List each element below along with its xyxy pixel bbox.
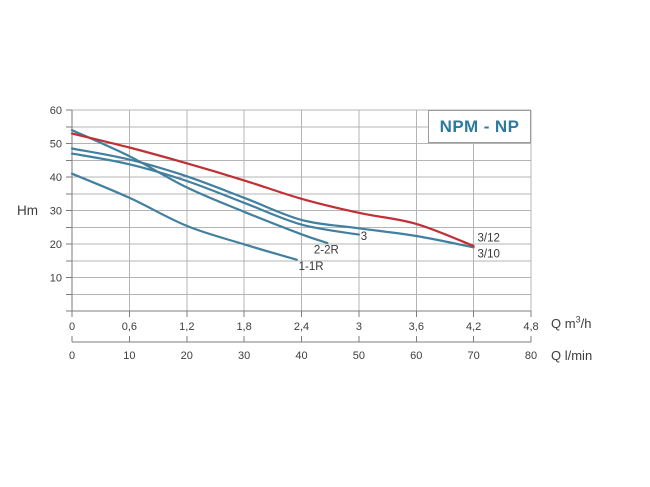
x-axis-lmin-tick-label: 80: [525, 350, 537, 362]
x-axis-m3h-tick-label: 0,6: [122, 321, 137, 333]
x-axis-m3h-tick-label: 3: [356, 321, 362, 333]
curve-1-1R: [70, 172, 298, 261]
curve-label-1-1R: 1-1R: [299, 261, 324, 273]
y-axis-tick-label: 20: [50, 239, 62, 251]
chart-title: NPM - NP: [439, 116, 520, 136]
x-axis-m3h-tick-label: 2,4: [294, 321, 309, 333]
x-axis-lmin-tick-label: 50: [353, 350, 365, 362]
x-axis-lmin-tick-label: 20: [181, 350, 193, 362]
x-axis-lmin-tick-label: 60: [410, 350, 422, 362]
x-axis-m3h-tick-label: 0: [69, 321, 75, 333]
x-axis-lmin-tick-label: 30: [238, 350, 250, 362]
y-axis-tick-label: 60: [50, 105, 62, 117]
curve-3: [70, 152, 360, 236]
x-axis-lmin-tick-label: 10: [123, 350, 135, 362]
chart-title-box: NPM - NP: [428, 110, 531, 143]
x-axis-m3h-tick-label: 1,8: [236, 321, 251, 333]
curve-2-2R: [70, 129, 329, 245]
x-axis-title-m3h: Q m3/h: [551, 314, 592, 331]
x-axis-lmin-tick-label: 40: [295, 350, 307, 362]
x-axis-title-m3h-suffix: /h: [580, 316, 592, 331]
curve-label-3: 3: [361, 231, 367, 243]
x-axis-m3h-tick-label: 4,2: [466, 321, 481, 333]
y-axis-tick-label: 30: [50, 206, 62, 218]
curve-3-12: [70, 132, 475, 248]
x-axis-lmin-tick-label: 0: [69, 350, 75, 362]
x-axis-m3h-tick-label: 3,6: [409, 321, 424, 333]
curve-3-10: [70, 147, 475, 249]
x-axis-title-lmin: Q l/min: [551, 348, 593, 363]
y-axis-tick-label: 50: [50, 139, 62, 151]
y-axis-title: Hm: [17, 203, 38, 218]
x-axis-title-m3h-sup: 3: [575, 314, 581, 325]
x-axis-m3h-tick-label: 4,8: [523, 321, 538, 333]
curve-label-3-12: 3/12: [478, 233, 500, 245]
x-axis-m3h-tick-label: 1,2: [179, 321, 194, 333]
curve-label-2-2R: 2-2R: [314, 245, 339, 257]
y-axis-tick-label: 10: [50, 273, 62, 285]
curve-label-3-10: 3/10: [478, 249, 500, 261]
x-axis-title-m3h-prefix: Q m: [551, 316, 576, 331]
y-axis-tick-label: 40: [50, 172, 62, 184]
x-axis-lmin-tick-label: 70: [467, 350, 479, 362]
